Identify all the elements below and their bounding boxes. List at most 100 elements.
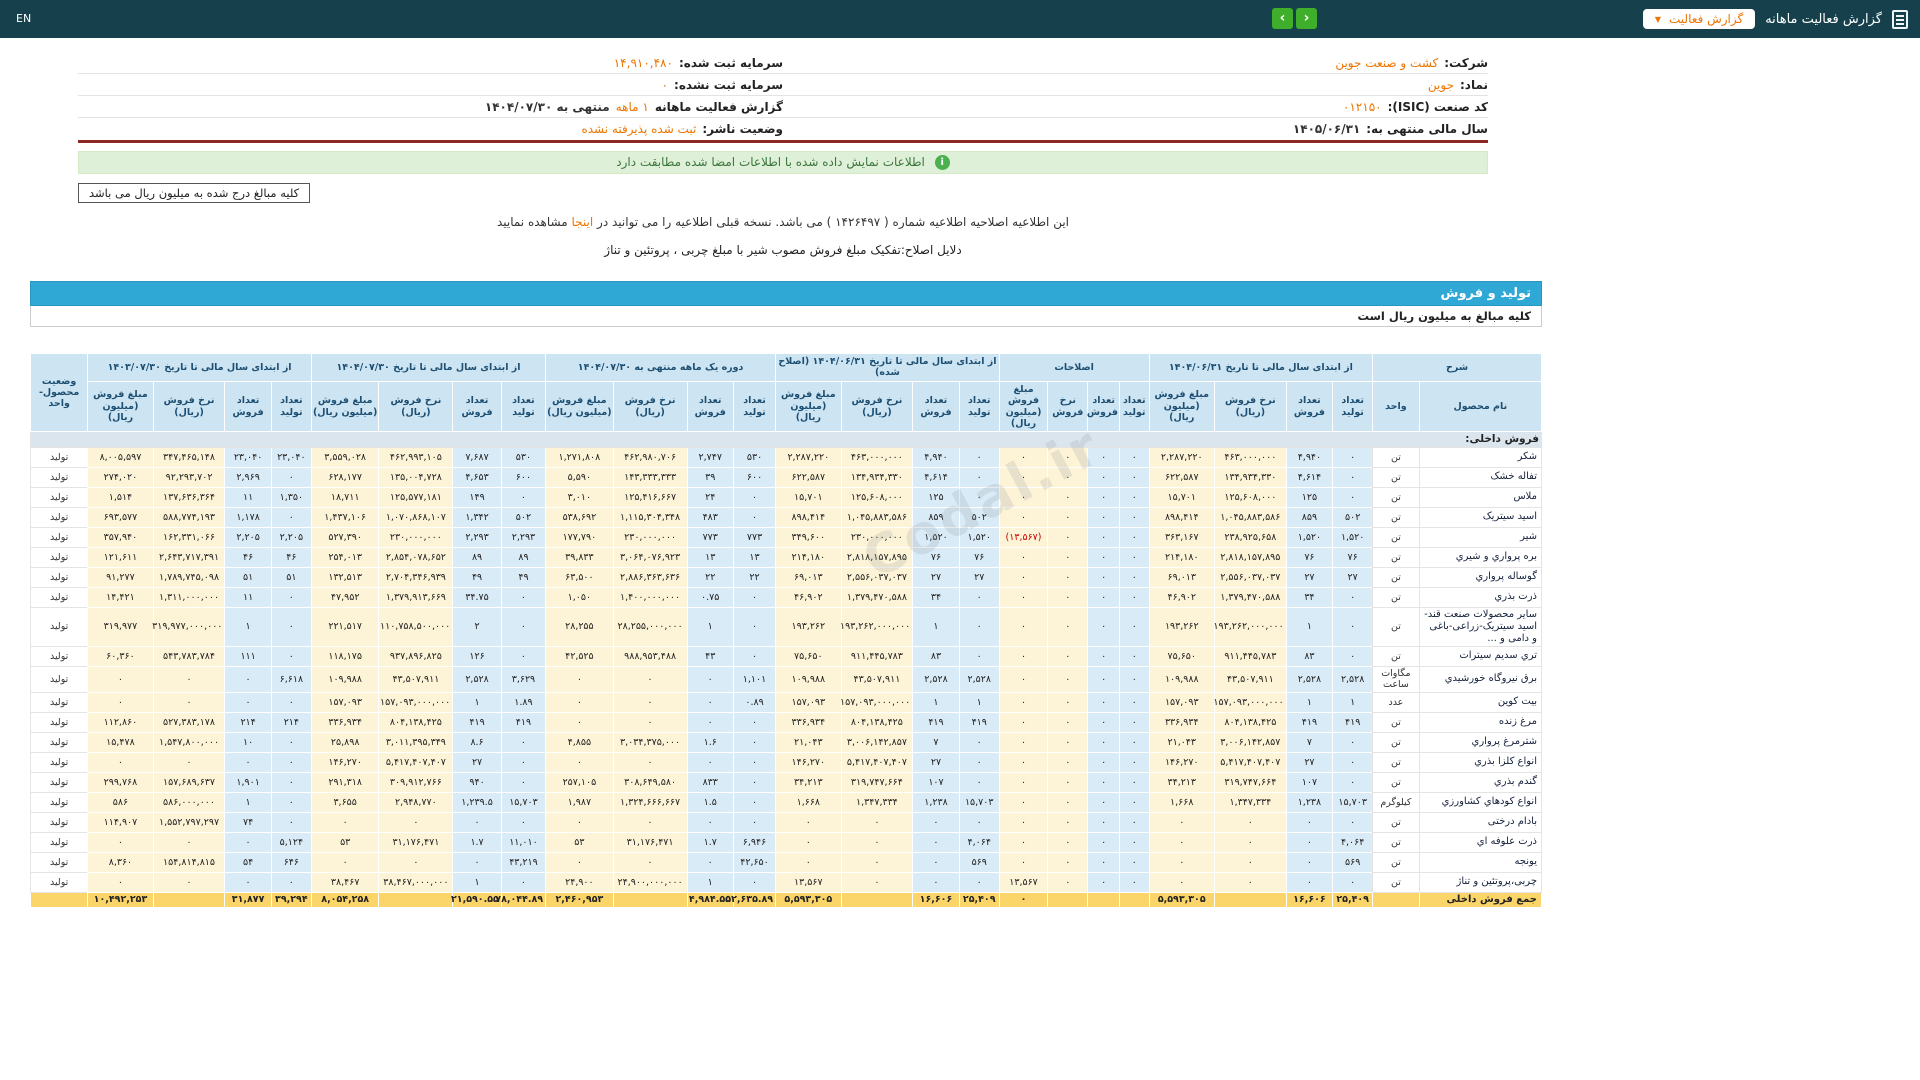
value-cell: ۷۵,۶۵۰: [775, 645, 842, 667]
value-cell: ۰: [732, 771, 777, 793]
value-cell: ۰: [1119, 871, 1150, 893]
value-cell: ۱,۳۷۹,۹۱۳,۶۶۹: [378, 586, 454, 608]
language-toggle-en[interactable]: EN: [16, 12, 32, 25]
value-cell: ۰: [1332, 606, 1374, 647]
table-row: شیر تن ۱,۵۲۰ ۱,۵۲۰ ۲۳۸,۹۲۵,۶۵۸ ۳۶۳,۱۶۷ ۰ ۰ ۰ (۱۳,…: [29, 526, 1543, 548]
value-cell: ۶۹۳,۵۷۷: [87, 506, 154, 528]
value-cell: ۱,۰۷۰,۸۶۸,۱۰۷: [378, 506, 454, 528]
value-cell: ۰: [1087, 466, 1120, 488]
value-cell: ۳۴.۷۵: [452, 586, 502, 608]
col-header-desc: شرح: [1372, 353, 1542, 382]
value-cell: ۵۱: [224, 566, 272, 588]
value-cell: ۸,۳۶۰: [87, 851, 154, 873]
unit-cell: تن: [1372, 711, 1420, 733]
value-cell: ۰: [1285, 831, 1334, 853]
value-cell: ۱۲۵,۴۱۶,۶۶۷: [612, 486, 688, 508]
value-cell: ۱: [912, 606, 960, 647]
value-cell: ۰: [998, 851, 1049, 873]
report-period-label: گزارش فعالیت ماهانه: [654, 99, 783, 114]
value-cell: ۹۳۷,۸۹۶,۸۲۵: [378, 645, 454, 667]
product-name-cell: یونجه: [1418, 851, 1543, 873]
value-cell: ۰: [612, 665, 688, 693]
value-cell: ۴۷,۹۵۲: [310, 586, 380, 608]
value-cell: ۰: [998, 566, 1049, 588]
value-cell: ۰: [912, 811, 960, 833]
value-cell: ۰: [1213, 831, 1287, 853]
unit-cell: تن: [1372, 546, 1420, 568]
value-cell: ۱۵۷,۶۸۹,۶۳۷: [152, 771, 226, 793]
value-cell: ۰: [840, 851, 914, 873]
value-cell: ۰: [1047, 665, 1089, 693]
value-cell: ۰: [1047, 546, 1089, 568]
value-cell: ۴۶,۹۰۲: [775, 586, 842, 608]
value-cell: ۲,۵۲۸: [1285, 665, 1334, 693]
value-cell: ۰: [270, 811, 312, 833]
unit-cell: عدد: [1372, 691, 1420, 713]
company-name-link[interactable]: کشت و صنعت جوین: [1335, 55, 1439, 70]
isic-row: کد صنعت (ISIC): ۰۱۲۱۵۰: [783, 96, 1488, 118]
value-cell: ۴۶۳,۰۰۰,۰۰۰: [1213, 446, 1287, 468]
product-name-cell: سایر محصولات صنعت قند- اسید سیتریک-زراعی…: [1418, 606, 1543, 647]
value-cell: ۰: [1047, 791, 1089, 813]
value-cell: ۱,۷۸۹,۷۴۵,۰۹۸: [152, 566, 226, 588]
value-cell: ۷,۶۸۷: [452, 446, 502, 468]
value-cell: ۱۴,۴۲۱: [87, 586, 154, 608]
value-cell: ۰: [1213, 811, 1287, 833]
value-cell: ۰: [732, 791, 777, 813]
value-cell: ۰: [152, 831, 226, 853]
value-cell: ۱۰۹,۹۸۸: [775, 665, 842, 693]
value-cell: ۱۵۷,۰۹۳: [310, 691, 380, 713]
value-cell: ۳۱۹,۹۷۷: [87, 606, 154, 647]
value-cell: ۰: [1047, 771, 1089, 793]
product-status-cell: تولید: [29, 831, 89, 853]
value-cell: ۰: [1047, 526, 1089, 548]
symbol-link[interactable]: جوین: [1427, 77, 1454, 92]
col-subheader-c-1: تعداد فروش: [912, 380, 960, 433]
product-status-cell: تولید: [29, 691, 89, 713]
value-cell: ۱۲۵: [912, 486, 960, 508]
value-cell: ۲: [452, 606, 502, 647]
next-report-button[interactable]: ›: [1272, 8, 1293, 29]
value-cell: ۱,۴۳۷,۱۰۶: [310, 506, 380, 528]
value-cell: ۴۶,۹۰۲: [1148, 586, 1215, 608]
value-cell: ۰: [998, 645, 1049, 667]
value-cell: ۰: [1119, 751, 1150, 773]
value-cell: ۰: [840, 871, 914, 893]
value-cell: ۱۳۵,۰۰۴,۷۲۸: [378, 466, 454, 488]
value-cell: ۱۱: [224, 586, 272, 608]
value-cell: ۰: [1119, 691, 1150, 713]
value-cell: ۱۹۳,۲۶۲,۰۰۰,۰۰۰: [840, 606, 914, 647]
value-cell: ۰: [1332, 751, 1374, 773]
value-cell: ۳۶۳,۱۶۷: [1148, 526, 1215, 548]
value-cell: ۰: [545, 711, 614, 733]
value-cell: ۱,۵۲۰: [912, 526, 960, 548]
navbar-title: گزارش فعالیت ماهانه: [1765, 11, 1882, 27]
value-cell: ۰: [912, 831, 960, 853]
value-cell: ۰: [840, 831, 914, 853]
prev-report-button[interactable]: ‹: [1296, 8, 1317, 29]
value-cell: ۱,۵۲۰: [1332, 526, 1374, 548]
table-row: ملاس تن ۰ ۱۲۵ ۱۲۵,۶۰۸,۰۰۰ ۱۵,۷۰۱ ۰ ۰ ۰ ۰ ۰ ۱۲۵ ۱۲۵,۶…: [29, 486, 1543, 508]
value-cell: ۷۶: [958, 546, 1000, 568]
value-cell: ۴۶۲,۹۸۰,۷۰۶: [612, 446, 688, 468]
report-type-dropdown[interactable]: گزارش فعالیت ▼: [1642, 9, 1756, 29]
previous-version-link[interactable]: اینجا: [571, 215, 594, 229]
value-cell: ۰: [998, 606, 1049, 647]
value-cell: ۰: [500, 871, 547, 893]
value-cell: ۰: [1332, 466, 1374, 488]
value-cell: ۴,۹۸۴.۵۵: [686, 891, 734, 908]
value-cell: ۱۳,۵۶۷: [998, 871, 1049, 893]
value-cell: ۰: [1087, 851, 1120, 873]
value-cell: ۰: [612, 811, 688, 833]
value-cell: ۳۸,۴۶۷: [310, 871, 380, 893]
value-cell: ۰: [732, 731, 777, 753]
value-cell: ۰: [87, 665, 154, 693]
value-cell: ۰.۸۹: [732, 691, 777, 713]
value-cell: ۰: [1332, 586, 1374, 608]
unit-cell: تن: [1372, 811, 1420, 833]
publisher-status-row: وضعیت ناشر: ثبت شده پذیرفته نشده: [78, 118, 783, 140]
value-cell: ۳۴: [1285, 586, 1334, 608]
value-cell: ۶,۶۱۸: [270, 665, 312, 693]
amendment-reason-line: دلایل اصلاح:تفکیک مبلغ فروش مصوب شیر با …: [604, 243, 962, 257]
value-cell: ۲,۸۸۶,۳۶۳,۶۳۶: [612, 566, 688, 588]
